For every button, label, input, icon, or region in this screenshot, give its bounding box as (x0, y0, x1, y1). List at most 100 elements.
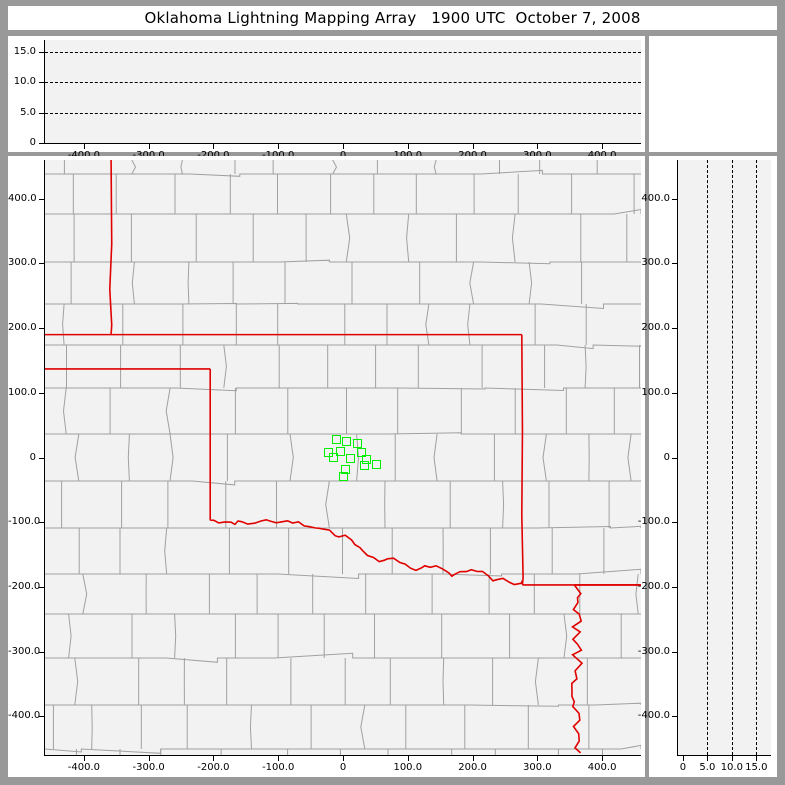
county-line (174, 613, 177, 659)
lma-source-marker[interactable] (362, 454, 372, 464)
top-panel-x-ticklabel: 0 (313, 150, 373, 161)
right-panel-x-ticklabel: 5.0 (699, 762, 716, 773)
map-panel-x-ticklabel: -100.0 (262, 762, 295, 773)
map-panel-y-ticklabel: -400.0 (8, 710, 41, 722)
top-panel-y-ticklabel: 0 (29, 137, 36, 148)
top-panel-x-ticklabel: -400.0 (54, 150, 114, 161)
top-panel-x-tick (472, 144, 474, 149)
map-panel-x-tick (602, 756, 604, 761)
map-panel-y-ticklabel: -100.0 (8, 516, 41, 528)
county-line (45, 525, 641, 529)
right-panel-x-tick (756, 756, 758, 761)
right-panel-x-tick (682, 756, 684, 761)
county-line (425, 303, 430, 346)
top-panel-x-ticklabel: -100.0 (248, 150, 308, 161)
state-border-colorado-kansas (108, 160, 113, 335)
map-panel-y-tick (39, 198, 44, 200)
lma-source-marker[interactable] (345, 454, 355, 464)
top-panel-x-tick (602, 144, 604, 149)
county-line (467, 303, 471, 346)
county-line (249, 704, 252, 750)
county-line (332, 160, 338, 175)
county-boundaries (45, 160, 641, 755)
right-panel-y-ticklabel: -300.0 (637, 645, 670, 657)
right-panel-y-ticklabel: 0 (663, 451, 670, 463)
county-line (635, 573, 639, 615)
right-panel-x-tick (707, 756, 709, 761)
county-line (528, 261, 533, 305)
map-panel-x-ticklabel: 100.0 (393, 762, 423, 773)
gridline-horizontal (45, 82, 641, 84)
gridline-vertical (731, 160, 733, 755)
map-panel-x-tick (472, 756, 474, 761)
right-panel-y-tick (672, 198, 677, 200)
lma-source-marker[interactable] (332, 434, 342, 444)
top-panel-x-ticklabel: -300.0 (119, 150, 179, 161)
top-panel-x-tick (278, 144, 280, 149)
county-line (127, 433, 130, 482)
title-bar: Oklahoma Lightning Mapping Array 1900 UT… (8, 6, 777, 30)
map-panel-y-ticklabel: 100.0 (8, 386, 37, 398)
gridline-vertical (756, 160, 758, 755)
map-plot-area[interactable] (45, 160, 641, 755)
map-panel-x-tick (343, 756, 344, 761)
county-line (223, 344, 227, 389)
top-panel-x-tick (407, 144, 409, 149)
map-panel-x-ticklabel: 200.0 (458, 762, 487, 773)
county-line (180, 160, 183, 175)
top-panel-x-axis (44, 143, 641, 144)
right-panel-y-axis (677, 160, 678, 755)
county-line (542, 433, 547, 482)
top-right-blank-panel (649, 36, 777, 152)
gridline-horizontal (45, 52, 641, 54)
county-line (45, 702, 641, 707)
map-plan-view-panel: -400.0 -300.0 -200.0 -100.0 0 100.0 200.0 300.0… (8, 156, 645, 777)
county-line (45, 208, 641, 215)
map-panel-y-tick (39, 586, 44, 588)
right-panel-y-tick (672, 651, 677, 653)
county-line (45, 568, 641, 580)
county-line (74, 433, 80, 482)
lma-source-marker[interactable] (357, 447, 367, 457)
map-panel-x-ticklabel: 0 (339, 762, 347, 773)
lma-source-marker[interactable] (324, 447, 334, 457)
top-panel-x-ticklabel: 400.0 (572, 150, 632, 161)
map-panel-y-tick (39, 716, 44, 718)
map-panel-y-tick (39, 457, 44, 459)
county-line (45, 169, 641, 177)
lma-source-marker[interactable] (339, 472, 349, 482)
lma-source-marker[interactable] (329, 453, 339, 462)
county-line (169, 433, 174, 482)
county-line (74, 657, 79, 706)
right-panel-plot-area[interactable] (678, 160, 771, 755)
right-panel-y-tick (672, 392, 677, 394)
map-panel-y-tick (39, 263, 44, 265)
lma-source-marker[interactable] (372, 460, 382, 470)
county-line (82, 573, 88, 615)
lma-source-marker[interactable] (359, 461, 369, 471)
state-border-texas-louisiana (570, 584, 584, 754)
right-panel-y-ticklabel: 100.0 (641, 386, 670, 398)
county-map-graphic (45, 160, 641, 755)
lma-source-marker[interactable] (342, 436, 352, 446)
right-panel-x-tick (731, 756, 733, 761)
county-line (469, 261, 475, 305)
gridline-vertical (707, 160, 709, 755)
county-line (406, 213, 410, 263)
lma-source-marker[interactable] (335, 447, 345, 457)
map-panel-y-ticklabel: 400.0 (8, 192, 37, 204)
right-altitude-histogram-panel: -400.0 -300.0 -200.0 -100.0 0 100.0 200.0 300.0… (638, 156, 777, 777)
top-panel-y-tick (39, 112, 44, 114)
county-line (45, 744, 641, 754)
top-panel-x-tick (148, 144, 150, 149)
top-time-panel: 0 5.0 10.0 15.0 -400.0 -300.0 -200.0 -100.0 0 100… (8, 36, 645, 161)
map-panel-y-tick (39, 392, 44, 394)
map-panel-x-ticklabel: 300.0 (523, 762, 552, 773)
map-panel-x-tick (278, 756, 280, 761)
map-panel-y-ticklabel: -300.0 (8, 645, 41, 657)
map-panel-y-ticklabel: 0 (29, 451, 36, 463)
top-panel-x-ticklabel: 300.0 (507, 150, 567, 161)
county-line (45, 302, 641, 310)
top-panel-plot-area[interactable] (45, 40, 641, 143)
map-panel-x-ticklabel: 400.0 (587, 762, 617, 773)
